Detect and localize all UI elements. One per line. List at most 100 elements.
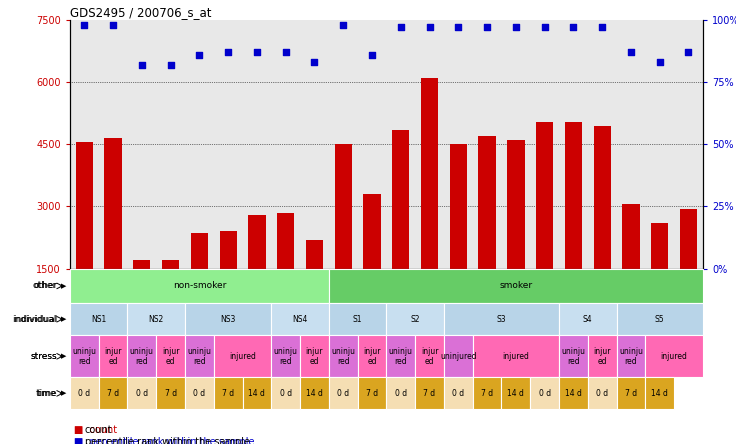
Text: uninjured: uninjured xyxy=(440,352,477,361)
Point xyxy=(625,49,637,56)
Point xyxy=(596,24,608,31)
Bar xyxy=(364,194,381,331)
Bar xyxy=(392,130,409,331)
Text: 7 d: 7 d xyxy=(107,389,119,398)
Bar xyxy=(335,144,352,331)
Text: 0 d: 0 d xyxy=(337,389,350,398)
Text: injur
ed: injur ed xyxy=(305,347,323,366)
Point xyxy=(366,51,378,58)
Bar xyxy=(277,213,294,331)
Text: injur
ed: injur ed xyxy=(421,347,439,366)
Point xyxy=(107,21,119,28)
Text: other: other xyxy=(33,281,57,290)
Text: 7 d: 7 d xyxy=(366,389,378,398)
Point xyxy=(510,24,522,31)
Point xyxy=(308,59,320,66)
Text: NS1: NS1 xyxy=(91,315,106,324)
Text: 14 d: 14 d xyxy=(651,389,668,398)
Text: S2: S2 xyxy=(411,315,420,324)
Text: stress: stress xyxy=(30,352,57,361)
Point xyxy=(222,49,234,56)
Text: 14 d: 14 d xyxy=(249,389,266,398)
Text: ▶: ▶ xyxy=(61,390,67,396)
Text: S3: S3 xyxy=(497,315,506,324)
Text: injur
ed: injur ed xyxy=(105,347,122,366)
Bar xyxy=(450,144,467,331)
Point xyxy=(654,59,665,66)
Point xyxy=(395,24,407,31)
Text: 7 d: 7 d xyxy=(165,389,177,398)
Text: 7 d: 7 d xyxy=(423,389,436,398)
Bar xyxy=(593,126,611,331)
Text: injured: injured xyxy=(503,352,529,361)
Text: uninju
red: uninju red xyxy=(562,347,585,366)
Bar xyxy=(248,215,266,331)
Point xyxy=(682,49,694,56)
Text: injured: injured xyxy=(661,352,687,361)
Text: injured: injured xyxy=(229,352,256,361)
Text: injur
ed: injur ed xyxy=(593,347,611,366)
Point xyxy=(567,24,579,31)
Bar xyxy=(105,138,121,331)
Bar xyxy=(623,204,640,331)
Bar xyxy=(162,260,180,331)
Text: uninju
red: uninju red xyxy=(331,347,355,366)
Point xyxy=(337,21,349,28)
Text: 0 d: 0 d xyxy=(394,389,407,398)
Bar xyxy=(219,231,237,331)
Text: ▶: ▶ xyxy=(61,316,67,322)
Text: time: time xyxy=(36,389,57,398)
Text: ■  count: ■ count xyxy=(74,425,117,435)
Text: 14 d: 14 d xyxy=(507,389,524,398)
Point xyxy=(251,49,263,56)
Point xyxy=(539,24,551,31)
Text: 0 d: 0 d xyxy=(539,389,551,398)
Text: stress: stress xyxy=(31,352,57,361)
Text: injur
ed: injur ed xyxy=(162,347,180,366)
Point xyxy=(424,24,436,31)
Bar xyxy=(76,142,93,331)
Text: 0 d: 0 d xyxy=(135,389,148,398)
Bar xyxy=(133,260,150,331)
Text: ■: ■ xyxy=(74,425,83,435)
Text: injur
ed: injur ed xyxy=(364,347,381,366)
Bar xyxy=(565,122,582,331)
Text: S1: S1 xyxy=(353,315,362,324)
Text: uninju
red: uninju red xyxy=(389,347,413,366)
Bar xyxy=(536,122,553,331)
Text: count: count xyxy=(85,425,113,435)
Text: 0 d: 0 d xyxy=(194,389,205,398)
Point xyxy=(194,51,205,58)
Text: ■  percentile rank within the sample: ■ percentile rank within the sample xyxy=(74,437,254,444)
Text: S4: S4 xyxy=(583,315,592,324)
Bar xyxy=(421,78,438,331)
Text: other: other xyxy=(32,281,57,290)
Text: uninju
red: uninju red xyxy=(72,347,96,366)
Text: ■: ■ xyxy=(74,437,83,444)
Text: 0 d: 0 d xyxy=(596,389,608,398)
Text: GDS2495 / 200706_s_at: GDS2495 / 200706_s_at xyxy=(70,6,211,19)
Text: 14 d: 14 d xyxy=(565,389,582,398)
Point xyxy=(453,24,464,31)
Point xyxy=(136,61,148,68)
Text: 0 d: 0 d xyxy=(78,389,91,398)
Point xyxy=(481,24,493,31)
Text: 0 d: 0 d xyxy=(280,389,291,398)
Text: uninju
red: uninju red xyxy=(619,347,643,366)
Bar xyxy=(478,136,496,331)
Point xyxy=(79,21,91,28)
Text: 14 d: 14 d xyxy=(306,389,323,398)
Point xyxy=(165,61,177,68)
Text: uninju
red: uninju red xyxy=(130,347,154,366)
Text: NS3: NS3 xyxy=(221,315,236,324)
Bar xyxy=(191,234,208,331)
Text: S5: S5 xyxy=(655,315,665,324)
Bar xyxy=(306,240,323,331)
Text: 7 d: 7 d xyxy=(625,389,637,398)
Text: smoker: smoker xyxy=(499,281,532,290)
Text: percentile rank within the sample: percentile rank within the sample xyxy=(85,437,250,444)
Text: ▶: ▶ xyxy=(61,283,67,289)
Text: 7 d: 7 d xyxy=(222,389,234,398)
Text: ▶: ▶ xyxy=(61,353,67,359)
Text: 0 d: 0 d xyxy=(452,389,464,398)
